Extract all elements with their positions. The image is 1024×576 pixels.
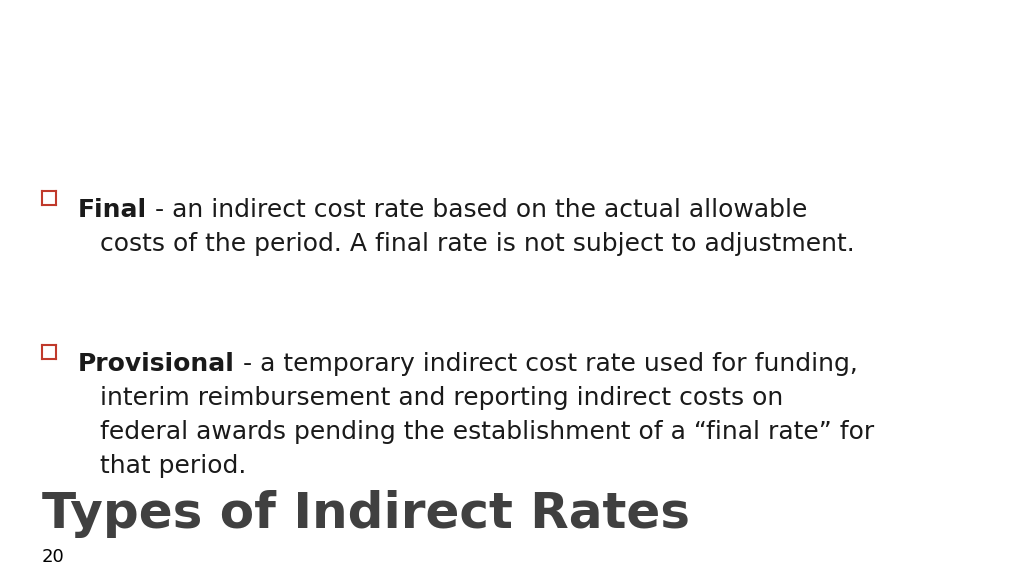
Text: costs of the period. A final rate is not subject to adjustment.: costs of the period. A final rate is not… [100, 232, 855, 256]
Text: Provisional: Provisional [78, 352, 234, 376]
Text: federal awards pending the establishment of a “final rate” for: federal awards pending the establishment… [100, 420, 874, 444]
Text: - an indirect cost rate based on the actual allowable: - an indirect cost rate based on the act… [147, 198, 808, 222]
Text: Types of Indirect Rates: Types of Indirect Rates [42, 490, 690, 538]
Text: Final: Final [78, 198, 147, 222]
Text: that period.: that period. [100, 454, 247, 478]
Text: 20: 20 [42, 548, 65, 566]
Text: - a temporary indirect cost rate used for funding,: - a temporary indirect cost rate used fo… [234, 352, 858, 376]
Text: interim reimbursement and reporting indirect costs on: interim reimbursement and reporting indi… [100, 386, 783, 410]
